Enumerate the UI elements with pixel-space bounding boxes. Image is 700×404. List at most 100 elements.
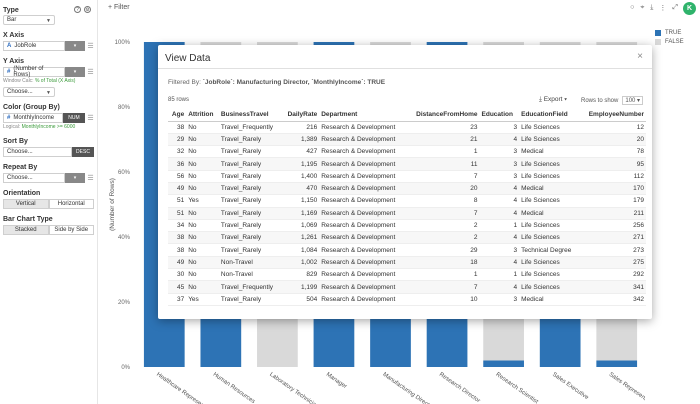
column-header[interactable]: BusinessTravel <box>218 109 282 122</box>
table-cell: 1 <box>406 268 480 282</box>
column-header[interactable]: EmployeeNumber <box>579 109 646 122</box>
y-axis-label: Y Axis <box>3 58 25 65</box>
table-cell: Travel_Rarely <box>218 231 282 245</box>
table-row[interactable]: 29 No Travel_Rarely 1,389 Research & Develop… <box>168 133 646 147</box>
table-row[interactable]: 45 No Travel_Frequently 1,199 Research & Dev… <box>168 280 646 294</box>
table-cell: 23 <box>406 121 480 134</box>
dialog-title: View Data <box>165 53 211 64</box>
orientation-vertical[interactable]: Vertical <box>3 199 49 209</box>
x-axis-dropdown[interactable]: ▾ <box>65 40 85 51</box>
expand-icon[interactable]: ⤢ <box>672 4 678 11</box>
table-row[interactable]: 38 No Travel_Frequently 216 Research & Devel… <box>168 121 646 134</box>
x-axis-field-name: JobRole <box>14 42 37 49</box>
more-icon[interactable]: ⋮ <box>659 5 667 12</box>
logical-value[interactable]: MonthlyIncome >= 6000 <box>21 124 76 130</box>
repeat-field[interactable]: Choose... <box>3 172 65 183</box>
export-button[interactable]: ⤓ Export ▾ <box>539 96 567 104</box>
table-cell: 1,389 <box>281 133 320 147</box>
menu-icon[interactable]: ☰ <box>87 42 94 50</box>
table-cell: 2 <box>406 219 480 233</box>
table-cell: 95 <box>579 157 646 171</box>
legend-item-false[interactable]: FALSE <box>655 37 684 46</box>
help-icon[interactable]: ? <box>74 6 81 13</box>
table-row[interactable]: 56 No Travel_Rarely 1,400 Research & Develop… <box>168 170 646 183</box>
y-axis-add-select[interactable]: Choose... ▼ <box>3 87 55 97</box>
chart-type-select[interactable]: Bar ▼ <box>3 15 55 25</box>
table-row[interactable]: 51 Yes Travel_Rarely 1,150 Research & Develo… <box>168 194 646 208</box>
column-header[interactable]: Department <box>319 109 407 122</box>
table-row[interactable]: 34 No Travel_Rarely 1,069 Research & Develop… <box>168 219 646 233</box>
table-cell: 271 <box>579 231 646 245</box>
table-cell: No <box>186 170 219 183</box>
view-data-dialog: View Data × Filtered By: `JobRole`: Manu… <box>158 45 652 319</box>
table-cell: 29 <box>406 243 480 257</box>
comment-icon[interactable]: ○ <box>630 4 635 11</box>
table-cell: Yes <box>186 194 219 208</box>
menu-icon[interactable]: ☰ <box>87 114 94 122</box>
user-avatar[interactable]: K <box>683 2 696 15</box>
orientation-horizontal[interactable]: Horizontal <box>48 199 94 209</box>
menu-icon[interactable]: ☰ <box>87 174 94 182</box>
legend-item-true[interactable]: TRUE <box>655 28 684 37</box>
column-header[interactable]: EducationField <box>519 109 580 122</box>
sort-order-dropdown[interactable]: DESC <box>72 146 94 157</box>
menu-icon[interactable]: ☰ <box>87 68 94 76</box>
table-cell: Life Sciences <box>519 219 580 233</box>
table-cell: No <box>186 231 219 245</box>
table-cell: 21 <box>406 133 480 147</box>
table-cell: 211 <box>579 207 646 220</box>
repeat-dropdown[interactable]: ▾ <box>65 172 85 183</box>
legend-swatch <box>655 29 661 36</box>
text-type-icon: A <box>7 42 12 49</box>
table-cell: Technical Degree <box>519 243 580 257</box>
close-icon[interactable]: × <box>637 51 643 62</box>
y-axis-field[interactable]: # (Number of Rows) <box>3 65 65 78</box>
download-icon[interactable]: ⤓ <box>650 4 654 11</box>
rows-to-show-select[interactable]: 100 ▾ <box>622 96 644 105</box>
color-field[interactable]: # MonthlyIncome <box>3 112 63 123</box>
bar-type-side-by-side[interactable]: Side by Side <box>48 225 94 235</box>
y-axis-dropdown[interactable]: ▾ <box>65 66 85 77</box>
sort-field[interactable]: Choose... <box>3 146 72 157</box>
table-row[interactable]: 38 No Travel_Rarely 1,261 Research & Develop… <box>168 231 646 245</box>
table-row[interactable]: 32 No Travel_Rarely 427 Research & Developme… <box>168 145 646 159</box>
table-cell: 45 <box>168 280 187 294</box>
color-type-dropdown[interactable]: NUM <box>63 112 85 123</box>
add-filter-button[interactable]: + Filter <box>108 4 130 11</box>
column-header[interactable]: Education <box>479 109 520 122</box>
column-header[interactable]: Attrition <box>186 109 219 122</box>
table-row[interactable]: 51 No Travel_Rarely 1,169 Research & Develop… <box>168 207 646 220</box>
table-cell: Research & Development <box>319 280 407 294</box>
bar-chart-type-label: Bar Chart Type <box>3 216 53 223</box>
column-header[interactable]: Age <box>168 109 187 122</box>
column-header[interactable]: DailyRate <box>281 109 320 122</box>
table-row[interactable]: 36 No Travel_Rarely 1,195 Research & Develop… <box>168 157 646 171</box>
gear-icon[interactable]: ⚙ <box>84 6 91 13</box>
color-field-name: MonthlyIncome <box>13 114 55 121</box>
table-cell: Research & Development <box>319 207 407 220</box>
column-header[interactable]: DistanceFromHome <box>406 109 480 122</box>
y-axis-field-name: (Number of Rows) <box>13 65 44 78</box>
table-cell: No <box>186 256 219 270</box>
number-type-icon: # <box>7 68 11 75</box>
table-row[interactable]: 38 No Travel_Rarely 1,084 Research & Develop… <box>168 243 646 257</box>
table-cell: 216 <box>281 121 320 134</box>
window-calc-prefix: Window Calc: <box>3 78 34 84</box>
window-calc-value[interactable]: % of Total (X Axis) <box>34 78 76 84</box>
bar-type-stacked[interactable]: Stacked <box>3 225 49 235</box>
number-type-icon: # <box>7 114 11 121</box>
data-table: Age Attrition BusinessTravel DailyRate Depar… <box>168 109 646 306</box>
table-cell: 1,002 <box>281 256 320 270</box>
table-cell: 292 <box>579 268 646 282</box>
table-cell: 49 <box>168 182 187 196</box>
table-cell: Travel_Rarely <box>218 170 282 183</box>
table-cell: 2 <box>406 231 480 245</box>
x-axis-field[interactable]: A JobRole <box>3 40 65 51</box>
table-row[interactable]: 37 Yes Travel_Rarely 504 Research & Developm… <box>168 293 646 306</box>
pin-icon[interactable]: ⌖ <box>640 4 645 11</box>
table-row[interactable]: 49 No Travel_Rarely 470 Research & Developme… <box>168 182 646 196</box>
table-row[interactable]: 30 No Non-Travel 829 Research & Development 1… <box>168 268 646 282</box>
table-row[interactable]: 49 No Non-Travel 1,002 Research & Developmen… <box>168 256 646 270</box>
table-cell: 51 <box>168 207 187 220</box>
table-cell: Research & Development <box>319 231 407 245</box>
